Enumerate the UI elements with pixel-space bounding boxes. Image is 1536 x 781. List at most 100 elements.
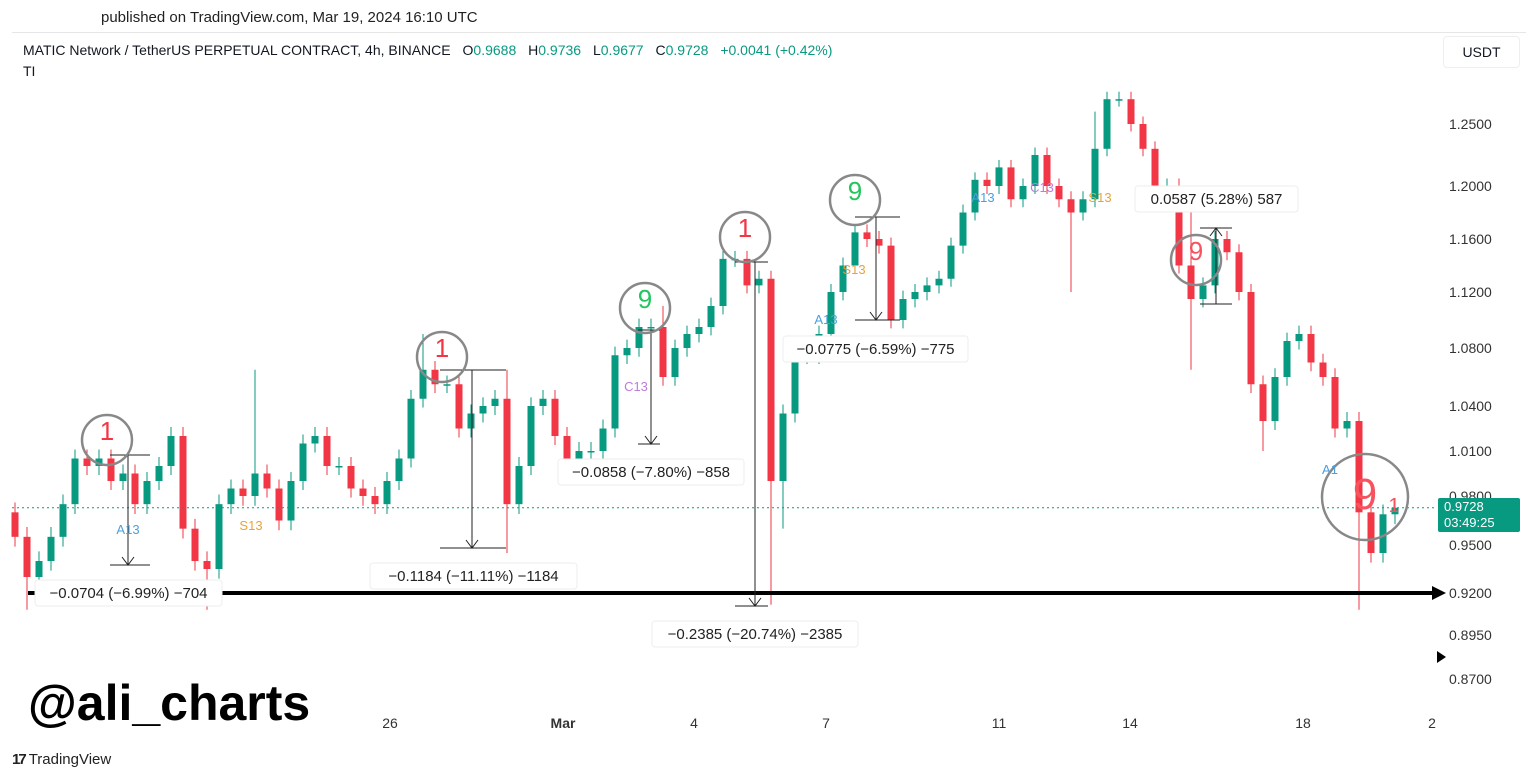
candle-body [1271, 377, 1279, 421]
candle-body [47, 536, 55, 561]
candle-body [227, 488, 235, 505]
td-count-marker: 9 [1189, 236, 1203, 266]
td-circle [1320, 452, 1410, 542]
y-tick-label: 1.0400 [1449, 398, 1492, 414]
open-label: O [462, 42, 474, 58]
countdown-label: S13 [239, 518, 262, 533]
candle-body [863, 232, 871, 239]
footer: 17 TradingView [12, 751, 111, 768]
candle-body [251, 473, 259, 496]
candle-body [143, 481, 151, 505]
candle-body [107, 458, 115, 481]
candle-body [323, 436, 331, 466]
candle-body [1367, 512, 1375, 553]
candle-body [467, 413, 475, 429]
candle-body [551, 398, 559, 436]
arrow-down-icon [465, 539, 479, 549]
candle-body [35, 561, 43, 577]
candle-body [455, 384, 463, 429]
measure-label: −0.1184 (−11.11%) −1184 [388, 568, 558, 585]
x-tick-label: 7 [822, 715, 830, 731]
candle-body [851, 232, 859, 266]
footer-brand: TradingView [28, 751, 112, 768]
candle-body [359, 488, 367, 496]
arrow-down-icon [748, 597, 762, 607]
candle-body [923, 285, 931, 292]
candle-body [155, 466, 163, 481]
candle-body [503, 398, 511, 505]
last-price-tag: 0.9728 03:49:25 [1438, 498, 1520, 532]
measure-label: −0.0775 (−6.59%) −775 [796, 341, 954, 358]
indicator-label[interactable]: TI [23, 63, 36, 79]
countdown-label: C13 [624, 379, 648, 394]
candle-body [1295, 334, 1303, 341]
candle-body [419, 369, 427, 399]
candle-body [11, 512, 19, 537]
candle-body [1187, 265, 1195, 299]
td-circle [80, 413, 134, 467]
candle-body [515, 466, 523, 505]
candle-body [1091, 148, 1099, 200]
candle-body [299, 443, 307, 481]
candle-body [1139, 124, 1147, 149]
y-tick-label: 0.8700 [1449, 671, 1492, 687]
change-value: +0.0041 (+0.42%) [720, 42, 833, 58]
candle-body [623, 348, 631, 356]
y-tick-label: 1.1600 [1449, 231, 1492, 247]
candle-body [1331, 377, 1339, 429]
annotations: −0.0704 (−6.99%) −704 −0.1184 (−11.11%) −… [28, 173, 1446, 663]
td-circle [415, 330, 469, 384]
symbol-legend: MATIC Network / TetherUS PERPETUAL CONTR… [23, 42, 832, 58]
td-count-marker: 9 [1353, 470, 1377, 519]
countdown-label: C13 [1030, 180, 1054, 195]
symbol-title[interactable]: MATIC Network / TetherUS PERPETUAL CONTR… [23, 42, 451, 58]
td-count-marker: 1 [738, 213, 752, 243]
td-circle [718, 210, 772, 264]
candle-body [371, 496, 379, 505]
countdown-label: A1 [1322, 462, 1338, 477]
countdown-label: S13 [1088, 190, 1111, 205]
y-tick-label: 1.1200 [1449, 284, 1492, 300]
candle-body [779, 413, 787, 481]
x-tick-label: 26 [382, 715, 398, 731]
candle-body [491, 398, 499, 406]
candle-body [659, 327, 667, 377]
measure-label-box [369, 562, 578, 590]
scroll-right-icon [1437, 651, 1446, 663]
candle-body [1199, 285, 1207, 299]
arrow-down-icon [644, 435, 658, 445]
candle-body [1079, 199, 1087, 213]
candles-group [11, 91, 1399, 610]
candle-body [767, 278, 775, 481]
candle-body [1259, 384, 1267, 421]
low-value: 0.9677 [600, 42, 644, 58]
y-tick-label: 1.0800 [1449, 340, 1492, 356]
measure-label: 0.0587 (5.28%) 587 [1151, 191, 1283, 208]
candle-body [443, 384, 451, 386]
close-label: C [655, 42, 666, 58]
candle-body [575, 451, 583, 459]
candle-body [191, 528, 199, 561]
candle-body [563, 436, 571, 459]
x-axis: 26 Mar 4 7 11 14 18 2 [382, 715, 1436, 731]
candle-body [119, 473, 127, 481]
arrow-right-icon [1432, 586, 1446, 600]
candle-body [947, 245, 955, 279]
countdown-label: A13 [814, 312, 837, 327]
td-count-marker: 1 [1388, 495, 1399, 517]
currency-button[interactable]: USDT [1443, 36, 1520, 68]
candle-body [1343, 421, 1351, 429]
td-count-marker: 1 [100, 416, 114, 446]
low-label: L [592, 42, 601, 58]
candle-body [1067, 199, 1075, 213]
candle-body [647, 327, 655, 329]
candle-body [743, 258, 751, 286]
y-tick-label: 1.2000 [1449, 178, 1492, 194]
measure-label-box [782, 335, 969, 363]
candle-body [23, 536, 31, 577]
candle-body [71, 458, 79, 505]
candle-body [599, 428, 607, 451]
candle-body [1103, 99, 1111, 149]
candle-body [911, 292, 919, 299]
